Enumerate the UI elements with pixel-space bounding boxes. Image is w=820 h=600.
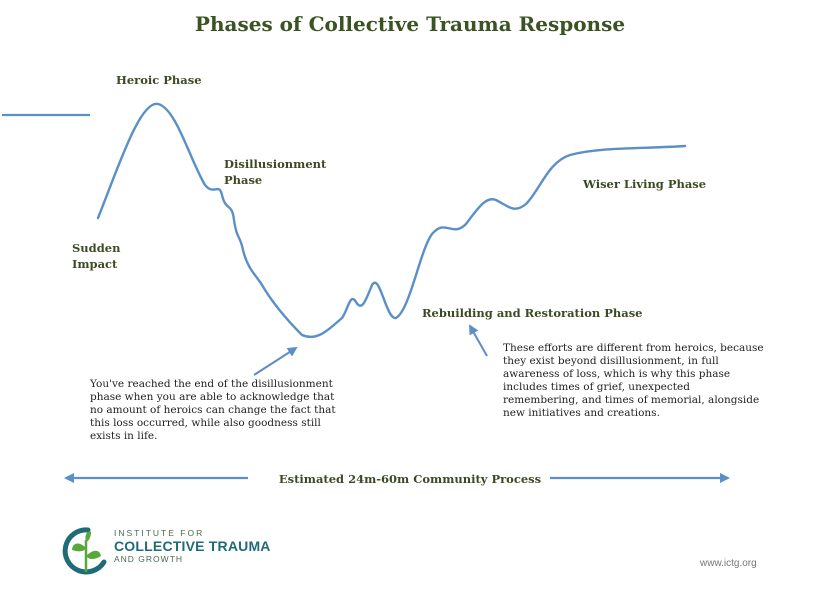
phase-label-heroic: Heroic Phase <box>116 73 202 87</box>
phase-label-wiser-living: Wiser Living Phase <box>583 177 707 191</box>
rebuilding-note-arrow <box>469 324 488 357</box>
ictg-logo-icon <box>62 527 107 575</box>
timeline-label: Estimated 24m-60m Community Process <box>278 472 542 486</box>
website-url: www.ictg.org <box>700 558 757 569</box>
logo-line-1: INSTITUTE FOR <box>114 528 205 538</box>
page-title: Phases of Collective Trauma Response <box>194 12 626 36</box>
disillusionment-note-arrow <box>253 346 298 376</box>
phase-label-rebuilding: Rebuilding and Restoration Phase <box>422 306 643 320</box>
logo-text: INSTITUTE FOR COLLECTIVE TRAUMA AND GROW… <box>114 528 271 564</box>
note-disillusionment-end: You've reached the end of the disillusio… <box>90 378 336 442</box>
note-rebuilding-efforts: These efforts are different from heroics… <box>503 342 764 419</box>
trauma-response-curve <box>96 102 687 338</box>
phase-label-sudden-impact: Sudden Impact <box>72 241 121 271</box>
logo-line-3: AND GROWTH <box>114 554 184 564</box>
logo-line-2: COLLECTIVE TRAUMA <box>114 538 271 554</box>
phase-label-disillusionment: Disillusionment Phase <box>224 157 327 187</box>
